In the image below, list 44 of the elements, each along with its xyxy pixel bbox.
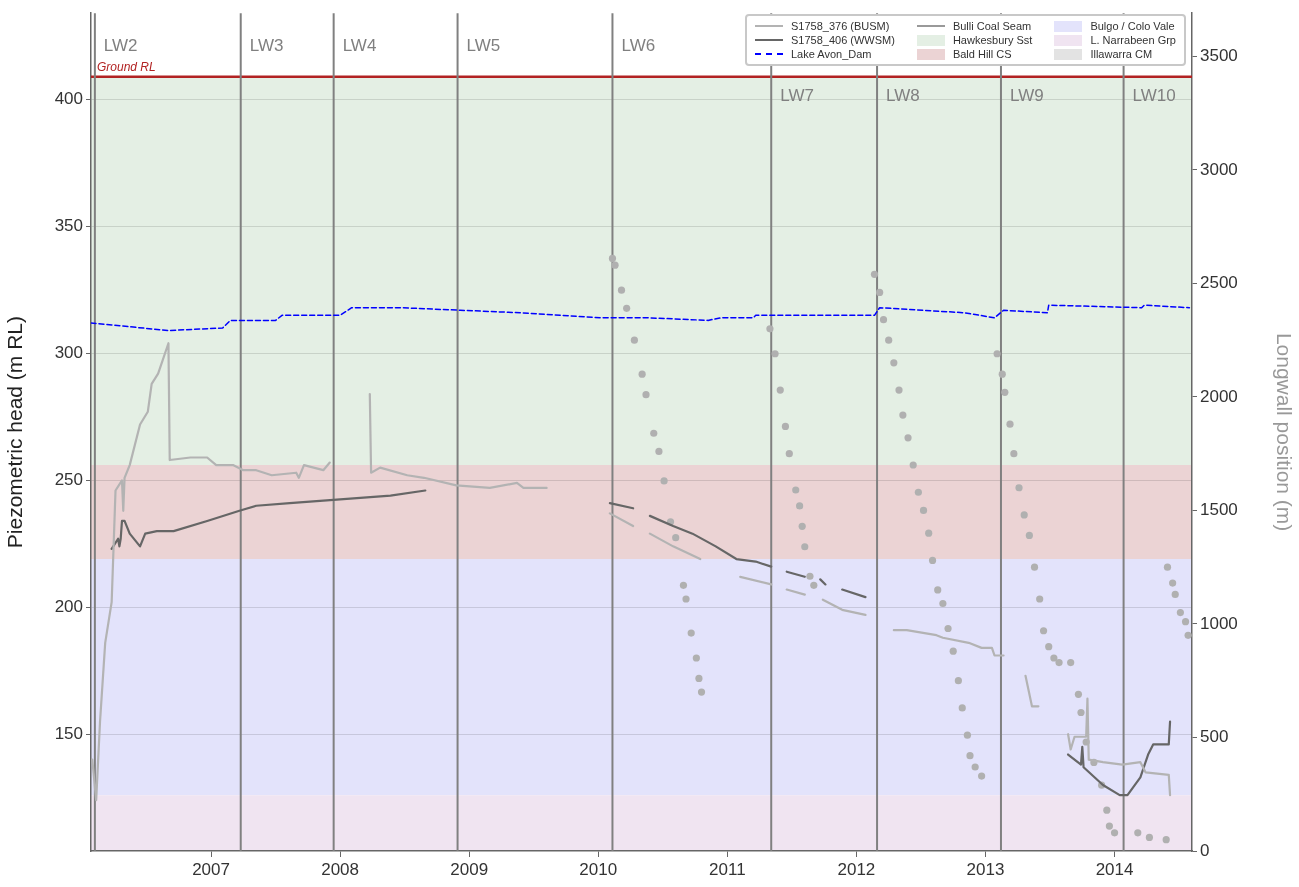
- x-tick-label: 2012: [837, 859, 876, 879]
- legend-label: S1758_406 (WWSM): [790, 34, 895, 47]
- ref-line-label: LW7: [780, 86, 814, 106]
- y2-tick-label: 2000: [1200, 386, 1238, 406]
- y2-tick-label: 3000: [1200, 159, 1238, 179]
- ref-line-label: LW10: [1132, 86, 1176, 106]
- legend-label: Bulgo / Colo Vale: [1090, 20, 1175, 33]
- ref-line-label: LW3: [249, 35, 284, 55]
- x-tick-label: 2007: [192, 859, 230, 879]
- ref-line-label: LW8: [886, 86, 920, 106]
- y-tick-label: 150: [54, 723, 83, 743]
- x-tick-label: 2010: [579, 859, 618, 879]
- legend-label: Lake Avon_Dam: [790, 48, 872, 61]
- y2-tick-label: 1500: [1200, 500, 1238, 520]
- y2-axis-title: Longwall position (m): [1272, 332, 1296, 532]
- y2-tick-label: 3500: [1200, 46, 1238, 66]
- x-tick-label: 2009: [450, 859, 489, 879]
- y-tick-label: 400: [54, 89, 83, 109]
- line-series: [91, 304, 1191, 332]
- y-tick-label: 350: [54, 216, 83, 236]
- y-tick-label: 250: [54, 470, 83, 490]
- legend-label: L. Narrabeen Grp: [1090, 34, 1176, 47]
- legend-label: Bald Hill CS: [952, 48, 1012, 61]
- y-tick-label: 300: [54, 343, 83, 363]
- legend-label: Illawarra CM: [1090, 48, 1153, 61]
- legend-label: S1758_376 (BUSM): [790, 20, 890, 33]
- ref-line-label: LW4: [342, 35, 377, 55]
- y2-tick-label: 0: [1200, 840, 1210, 860]
- y2-tick-label: 1000: [1200, 613, 1238, 633]
- ref-line-label: LW6: [621, 35, 656, 55]
- x-tick-label: 2014: [1095, 859, 1134, 879]
- y-axis-title: Piezometric head (m RL): [3, 315, 27, 549]
- y-tick-label: 200: [54, 596, 83, 616]
- ref-line-label: LW9: [1009, 86, 1044, 106]
- y2-tick-label: 2500: [1200, 273, 1238, 293]
- legend-label: Hawkesbury Sst: [952, 34, 1033, 47]
- x-tick-label: 2013: [966, 859, 1005, 879]
- x-tick-label: 2011: [709, 859, 746, 879]
- ref-line-label: LW2: [103, 35, 138, 55]
- x-tick-label: 2008: [321, 859, 360, 879]
- y2-tick-label: 500: [1200, 727, 1229, 747]
- ref-line-label: Ground RL: [97, 60, 156, 75]
- legend-label: Bulli Coal Seam: [952, 20, 1032, 33]
- ref-line-label: LW5: [466, 35, 501, 55]
